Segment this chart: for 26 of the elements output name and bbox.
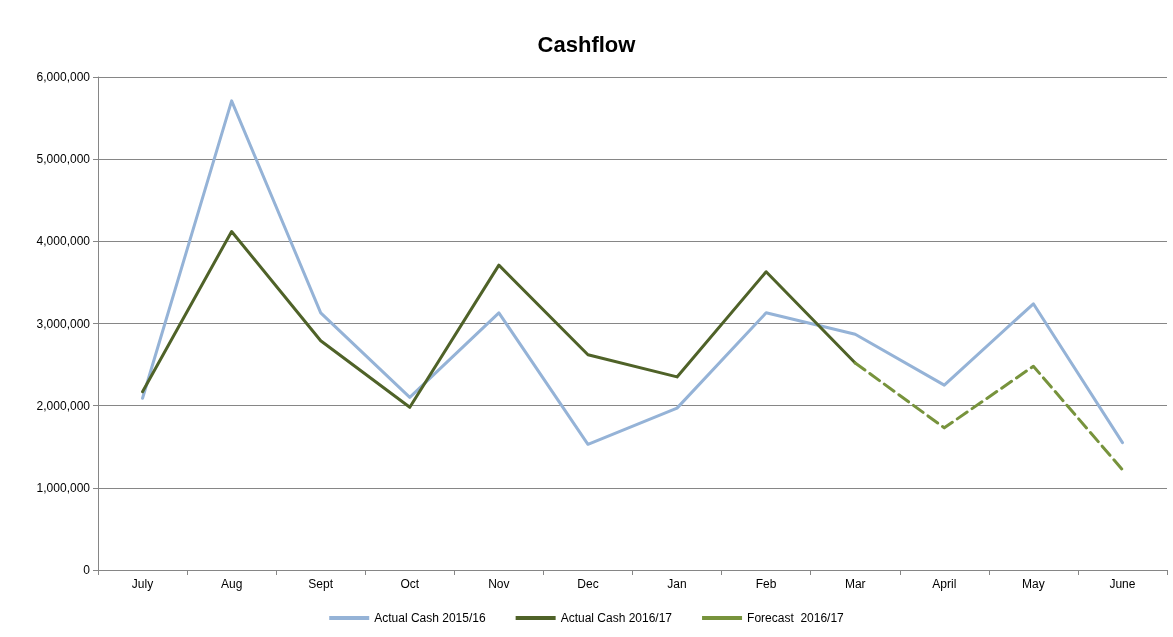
x-tick-label: Aug	[220, 577, 243, 591]
line-series	[141, 229, 857, 409]
x-tick-label: Dec	[577, 577, 599, 591]
x-tick-label: Sept	[308, 577, 334, 591]
legend-label: Forecast 2016/17	[747, 611, 845, 625]
x-tick-label: April	[932, 577, 957, 591]
x-tick-label: June	[1109, 577, 1136, 591]
x-tick-label: Feb	[755, 577, 777, 591]
y-tick-label: 4,000,000	[36, 234, 91, 249]
x-tick-label: July	[131, 577, 154, 591]
y-tick-label: 3,000,000	[36, 316, 91, 331]
x-tick-label: Oct	[400, 577, 420, 591]
legend-label: Actual Cash 2015/16	[374, 611, 486, 625]
y-tick-label: 2,000,000	[36, 398, 91, 413]
x-tick-label: May	[1022, 577, 1045, 591]
x-tick-label: Nov	[488, 577, 510, 591]
y-tick-label: 6,000,000	[36, 70, 91, 84]
line-series	[141, 99, 1124, 446]
line-series	[853, 361, 1124, 472]
y-tick-label: 0	[83, 563, 91, 577]
chart-title: Cashflow	[537, 31, 637, 57]
y-tick-label: 1,000,000	[36, 480, 91, 495]
legend-label: Actual Cash 2016/17	[560, 611, 673, 625]
y-tick-label: 5,000,000	[36, 152, 91, 167]
x-tick-label: Mar	[844, 577, 866, 591]
x-tick-label: Jan	[667, 577, 687, 591]
